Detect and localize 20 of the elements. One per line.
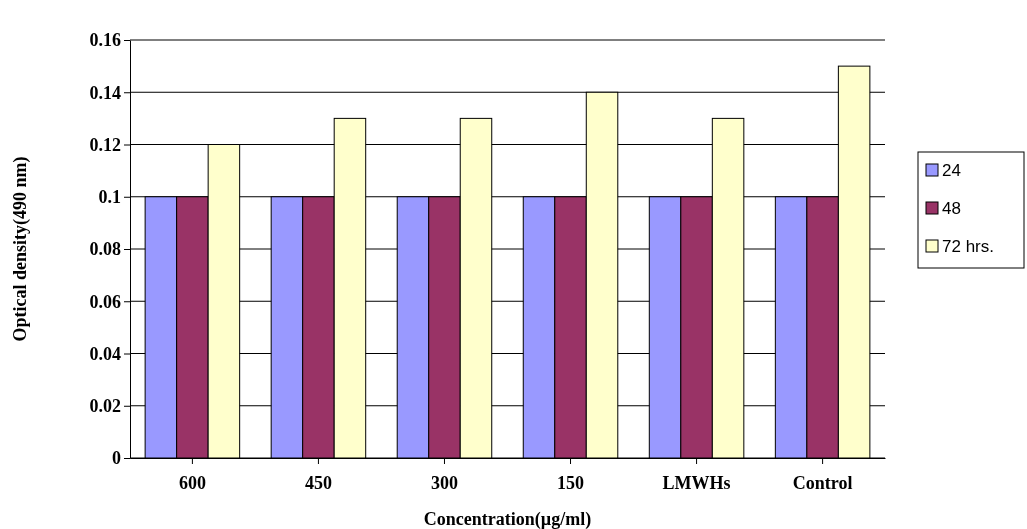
y-tick-label: 0.08 bbox=[89, 239, 121, 260]
x-tick-label: LMWHs bbox=[662, 472, 731, 493]
y-tick-label: 0.1 bbox=[98, 187, 121, 208]
x-tick-label: 300 bbox=[430, 472, 458, 493]
y-tick-label: 0.02 bbox=[89, 396, 121, 417]
legend-label: 72 hrs. bbox=[942, 237, 994, 256]
x-tick-label: Control bbox=[792, 472, 853, 493]
y-tick-label: 0.12 bbox=[89, 134, 121, 155]
y-axis-title: Optical density(490 nm) bbox=[10, 156, 31, 342]
legend-label: 24 bbox=[942, 161, 961, 180]
legend-label: 48 bbox=[942, 199, 961, 218]
y-tick-label: 0.04 bbox=[89, 343, 121, 364]
x-tick-label: 150 bbox=[557, 472, 585, 493]
y-tick-label: 0 bbox=[112, 448, 121, 469]
x-axis-title: Concentration(µg/ml) bbox=[423, 509, 592, 529]
x-tick-label: 600 bbox=[178, 472, 206, 493]
y-tick-label: 0.06 bbox=[89, 291, 121, 312]
y-tick-label: 0.14 bbox=[89, 82, 121, 103]
y-tick-label: 0.16 bbox=[89, 30, 121, 51]
x-tick-label: 450 bbox=[304, 472, 332, 493]
